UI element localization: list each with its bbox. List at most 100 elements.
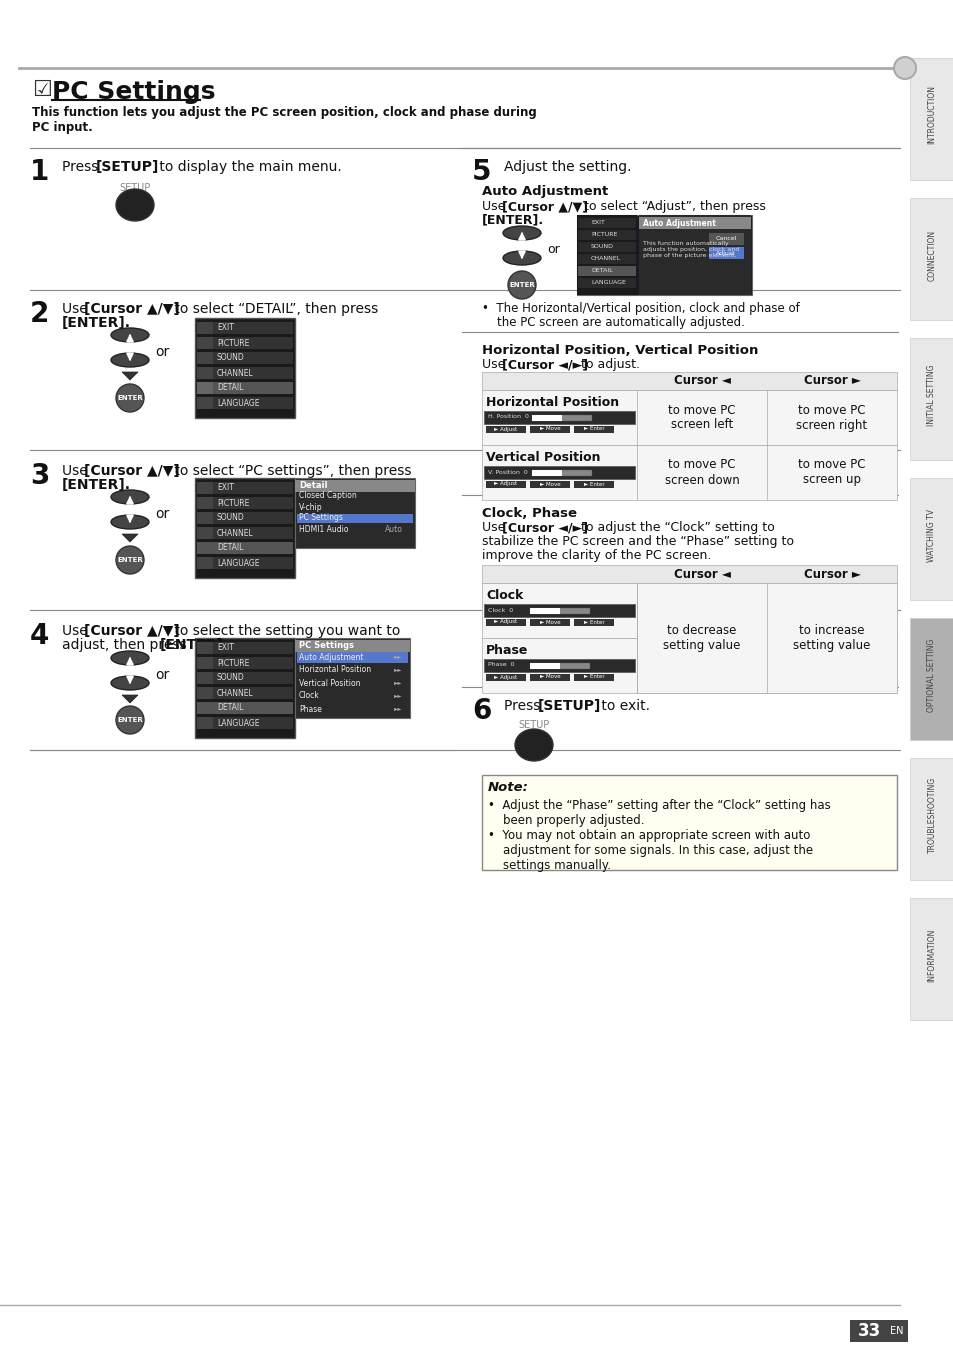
Ellipse shape <box>507 271 536 299</box>
Text: [SETUP]: [SETUP] <box>537 700 600 713</box>
Ellipse shape <box>111 675 149 690</box>
Text: PICTURE: PICTURE <box>216 338 249 348</box>
Text: SOUND: SOUND <box>216 674 245 682</box>
Text: DETAIL: DETAIL <box>590 268 612 274</box>
Bar <box>485 674 525 681</box>
Bar <box>196 542 293 554</box>
Text: ENTER: ENTER <box>117 395 143 400</box>
Text: SETUP: SETUP <box>517 720 549 731</box>
Bar <box>196 717 293 729</box>
Bar <box>481 565 896 582</box>
Text: WATCHING TV: WATCHING TV <box>926 508 936 562</box>
Text: [Cursor ◄/►]: [Cursor ◄/►] <box>501 359 587 371</box>
Ellipse shape <box>116 189 153 221</box>
Bar <box>196 381 293 394</box>
Text: SOUND: SOUND <box>216 353 245 363</box>
Text: V. Position  0: V. Position 0 <box>488 469 527 474</box>
Bar <box>909 617 953 740</box>
Ellipse shape <box>111 353 149 367</box>
Bar <box>196 687 213 700</box>
Bar <box>196 702 213 714</box>
Text: the PC screen are automatically adjusted.: the PC screen are automatically adjusted… <box>481 315 744 329</box>
Bar <box>196 352 293 364</box>
Text: Use: Use <box>481 359 509 371</box>
Text: to move PC
screen up: to move PC screen up <box>798 458 864 487</box>
Ellipse shape <box>893 57 915 80</box>
Bar <box>909 758 953 880</box>
Text: INFORMATION: INFORMATION <box>926 929 936 981</box>
Text: Horizontal Position: Horizontal Position <box>298 666 371 674</box>
Text: Adjust the setting.: Adjust the setting. <box>503 160 631 174</box>
Text: EXIT: EXIT <box>590 221 604 225</box>
Bar <box>485 619 525 625</box>
Text: CHANNEL: CHANNEL <box>216 528 253 538</box>
Text: Press: Press <box>503 700 544 713</box>
Text: H. Position  0: H. Position 0 <box>488 414 528 419</box>
Bar <box>196 542 213 554</box>
Bar <box>196 512 293 524</box>
Text: ►►: ►► <box>393 667 401 673</box>
Bar <box>578 231 636 240</box>
Bar <box>481 372 896 390</box>
Bar <box>196 512 213 524</box>
Text: [Cursor ▲/▼]: [Cursor ▲/▼] <box>84 624 179 638</box>
Bar <box>196 322 293 334</box>
Bar <box>196 483 293 493</box>
Bar <box>574 674 614 681</box>
Bar <box>483 659 635 673</box>
Bar <box>485 481 525 488</box>
Text: CHANNEL: CHANNEL <box>590 256 620 262</box>
Text: Auto Adjustment: Auto Adjustment <box>642 218 715 228</box>
Text: or: or <box>546 243 559 256</box>
Bar <box>578 218 636 228</box>
Bar <box>196 656 213 669</box>
Text: ► Enter: ► Enter <box>583 481 603 487</box>
Bar <box>532 415 592 421</box>
Bar <box>196 497 293 510</box>
Text: ENTER: ENTER <box>117 717 143 723</box>
Text: PICTURE: PICTURE <box>216 499 249 507</box>
Bar <box>483 411 635 425</box>
Text: Use: Use <box>62 624 92 638</box>
Text: EXIT: EXIT <box>216 324 233 333</box>
Text: 33: 33 <box>858 1322 881 1340</box>
Ellipse shape <box>111 651 149 665</box>
Text: [ENTER].: [ENTER]. <box>62 315 131 330</box>
Text: Phase  0: Phase 0 <box>488 662 514 667</box>
Text: INITIAL SETTING: INITIAL SETTING <box>926 364 936 426</box>
Text: 6: 6 <box>472 697 491 725</box>
Text: Phase: Phase <box>298 705 321 713</box>
Text: LANGUAGE: LANGUAGE <box>590 280 625 286</box>
Text: ► Enter: ► Enter <box>583 620 603 624</box>
Text: 3: 3 <box>30 462 50 491</box>
Text: to select “DETAIL”, then press: to select “DETAIL”, then press <box>170 302 377 315</box>
Text: Use: Use <box>481 200 509 213</box>
Bar <box>578 278 636 288</box>
Bar <box>483 466 635 479</box>
Text: DETAIL: DETAIL <box>216 543 243 553</box>
Bar <box>196 527 293 539</box>
Text: EXIT: EXIT <box>216 643 233 652</box>
Text: 4: 4 <box>30 621 50 650</box>
Text: ►►: ►► <box>393 655 401 659</box>
Text: to move PC
screen left: to move PC screen left <box>667 403 735 431</box>
Text: •  The Horizontal/Vertical position, clock and phase of: • The Horizontal/Vertical position, cloc… <box>481 302 799 315</box>
Text: or: or <box>154 345 169 359</box>
Bar <box>530 608 589 613</box>
Bar <box>196 367 213 379</box>
Text: to display the main menu.: to display the main menu. <box>154 160 341 174</box>
Text: [ENTER].: [ENTER]. <box>62 479 131 492</box>
Bar <box>530 663 589 669</box>
Bar <box>909 338 953 460</box>
Bar <box>194 638 294 737</box>
Text: adjust, then press: adjust, then press <box>62 638 191 652</box>
Text: Horizontal Position: Horizontal Position <box>485 396 618 408</box>
Bar <box>296 652 408 663</box>
Bar <box>530 481 569 488</box>
Bar <box>196 557 213 569</box>
Bar <box>196 642 213 654</box>
Text: Detail: Detail <box>298 481 327 491</box>
Bar <box>196 702 293 714</box>
Bar <box>481 775 896 869</box>
Text: PC Settings: PC Settings <box>52 80 215 104</box>
